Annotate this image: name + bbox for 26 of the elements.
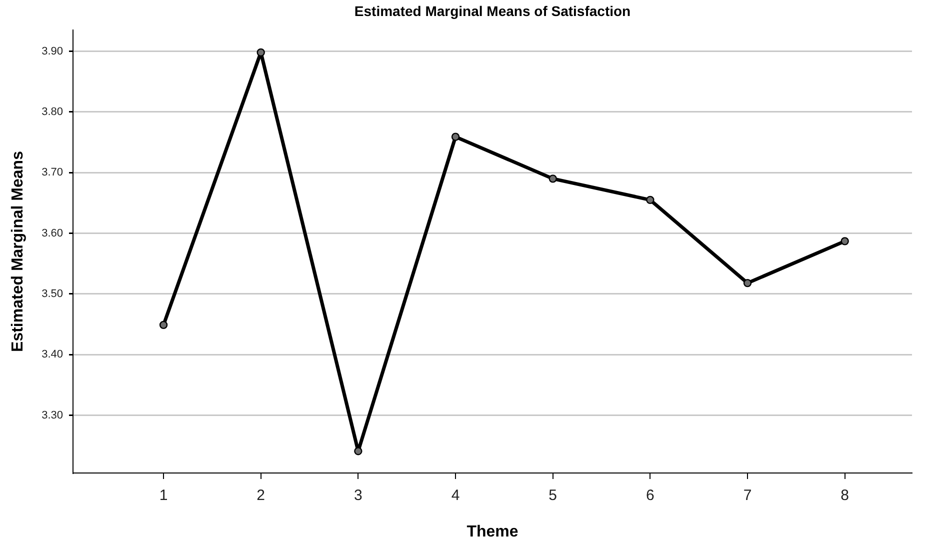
y-tick-label: 3.70 xyxy=(42,166,63,179)
y-tick-label: 3.90 xyxy=(42,45,63,58)
x-tick-label: 3 xyxy=(354,487,362,504)
x-tick-label: 8 xyxy=(840,487,850,504)
chart-title: Estimated Marginal Means of Satisfaction xyxy=(354,2,631,19)
x-tick-label: 4 xyxy=(451,487,460,504)
x-tick-label: 6 xyxy=(646,487,654,504)
point xyxy=(159,320,168,330)
y-tick-label: 3.80 xyxy=(42,106,63,118)
x-tick-label: 5 xyxy=(548,487,558,504)
y-axis-title: Estimated Marginal Means xyxy=(9,150,26,352)
point xyxy=(548,174,557,183)
x-axis-title: Theme xyxy=(466,523,518,540)
y-tick-label: 3.30 xyxy=(42,409,63,422)
x-tick-label: 1 xyxy=(159,487,168,504)
point xyxy=(451,132,460,141)
y-tick-label: 3.50 xyxy=(42,288,63,300)
y-tick-label: 3.60 xyxy=(42,227,63,240)
point xyxy=(840,237,849,246)
point xyxy=(646,196,654,204)
point xyxy=(743,278,752,288)
point xyxy=(256,48,265,57)
x-tick-label: 7 xyxy=(743,487,752,504)
x-tick-label: 2 xyxy=(256,487,266,504)
point xyxy=(354,447,362,456)
y-tick-label: 3.40 xyxy=(42,348,63,361)
